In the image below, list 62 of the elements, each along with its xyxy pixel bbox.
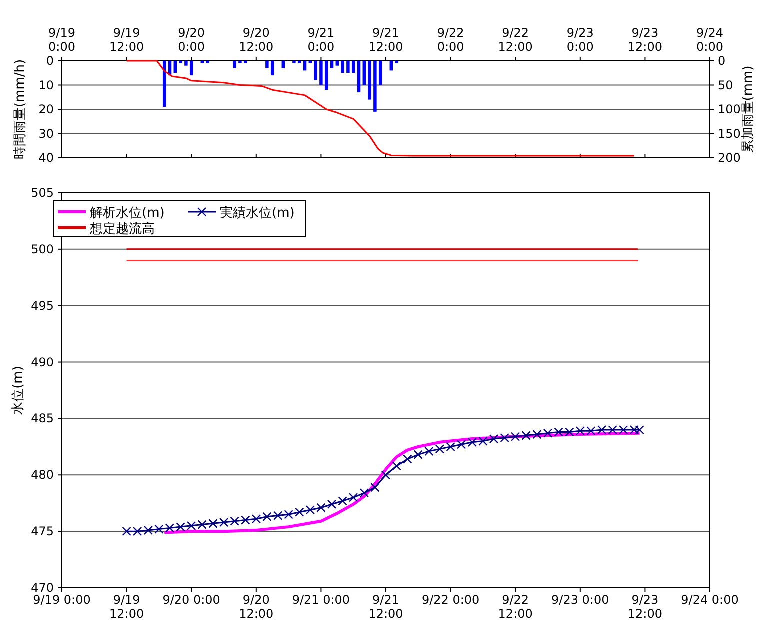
- point: [435, 444, 445, 454]
- y-tick-label: 470: [31, 581, 54, 595]
- x-tick-label: 9/20 0:00: [162, 593, 220, 607]
- y2-tick-label: 0: [718, 54, 726, 68]
- x-tick-label: 9/19 0:00: [33, 593, 91, 607]
- point: [349, 493, 358, 502]
- x-tick-label: 9/21 12:00: [368, 593, 404, 621]
- y2-tick-label: 150: [718, 126, 741, 141]
- legend-label: 解析水位(m): [90, 206, 165, 221]
- point: [446, 442, 456, 452]
- y-tick-label: 40: [38, 151, 54, 165]
- y-tick-label: 490: [31, 355, 54, 370]
- y2-tick-label: 50: [718, 78, 734, 92]
- point: [295, 508, 304, 517]
- y-tick-label: 485: [31, 412, 54, 426]
- x-tick-label: 9/23 12:00: [628, 593, 662, 621]
- x-tick-label: 9/21 0:00: [292, 593, 350, 607]
- point: [403, 454, 412, 464]
- x-tick-label: 9/22 12:00: [498, 26, 533, 54]
- x-tick-label: 9/23 0:00: [552, 593, 610, 607]
- y2-tick-label: 100: [718, 102, 741, 116]
- point: [457, 440, 466, 450]
- y-tick-label: 495: [31, 298, 54, 313]
- y-tick-label: 500: [31, 242, 54, 256]
- point: [370, 482, 380, 492]
- x-tick-label: 9/21 0:00: [308, 26, 335, 54]
- point: [338, 496, 348, 506]
- x-tick-label: 9/19 12:00: [110, 593, 144, 621]
- y2-axis-title: 累加雨量(mm): [741, 66, 756, 154]
- x-tick-label: 9/22 0:00: [437, 26, 464, 54]
- x-tick-label: 9/21 12:00: [368, 26, 404, 54]
- legend-label: 実績水位(m): [220, 205, 295, 221]
- point: [381, 470, 391, 480]
- x-tick-label: 9/22 12:00: [498, 593, 533, 621]
- y-tick-label: 10: [38, 78, 54, 92]
- y-tick-label: 505: [31, 186, 54, 200]
- y-axis-title: 水位(m): [11, 366, 26, 415]
- y-tick-label: 475: [31, 524, 54, 539]
- y2-tick-label: 200: [718, 151, 741, 165]
- point: [392, 462, 402, 471]
- x-tick-label: 9/23 12:00: [628, 26, 662, 54]
- point: [360, 488, 369, 498]
- point: [327, 500, 337, 510]
- point: [424, 446, 434, 456]
- y-tick-label: 0: [46, 54, 54, 68]
- x-tick-label: 9/24 0:00: [681, 593, 739, 607]
- x-tick-label: 9/24 0:00: [696, 26, 724, 54]
- x-tick-label: 9/19 12:00: [110, 26, 144, 54]
- y-tick-label: 480: [31, 468, 54, 482]
- x-tick-label: 9/23 0:00: [566, 26, 594, 54]
- y-axis-title: 時間雨量(mm/h): [13, 59, 28, 160]
- x-tick-label: 9/20 0:00: [178, 26, 206, 54]
- point: [414, 450, 423, 460]
- x-tick-label: 9/20 12:00: [239, 593, 274, 621]
- y-tick-label: 30: [38, 126, 54, 141]
- legend-label: 想定越流高: [89, 221, 155, 237]
- point: [316, 503, 326, 512]
- x-tick-label: 9/22 0:00: [422, 593, 480, 607]
- x-tick-label: 9/19 0:00: [48, 26, 76, 54]
- y-tick-label: 20: [38, 102, 54, 116]
- x-tick-label: 9/20 12:00: [239, 26, 274, 54]
- point: [306, 506, 315, 515]
